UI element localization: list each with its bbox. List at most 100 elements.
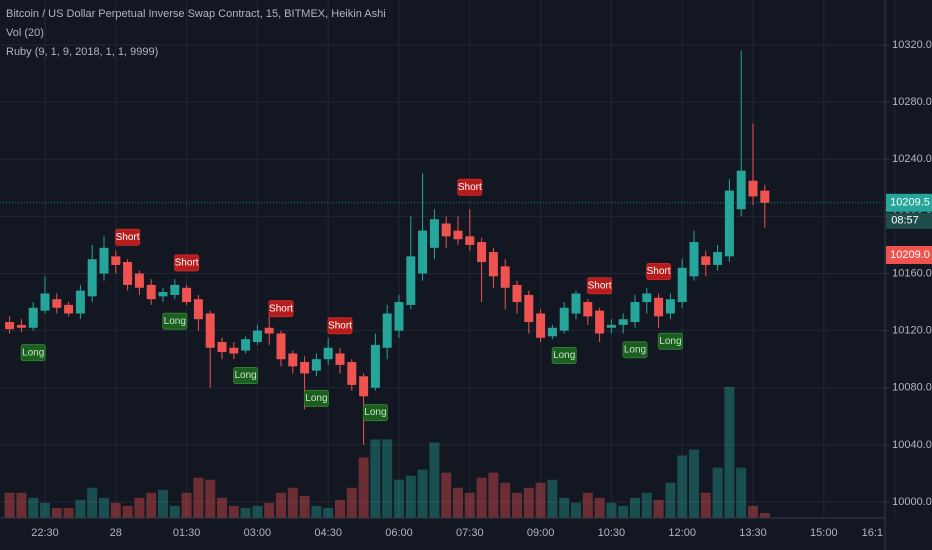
x-tick-label: 09:00 bbox=[527, 527, 555, 539]
volume-bar bbox=[405, 475, 416, 518]
candle-body bbox=[406, 256, 416, 305]
candle-body bbox=[182, 287, 192, 303]
volume-bar bbox=[346, 487, 357, 518]
signal-label: Short bbox=[588, 280, 612, 291]
volume-bar bbox=[594, 497, 605, 518]
volume-bar bbox=[323, 507, 334, 518]
indicator-label: 10209.0 bbox=[890, 249, 930, 261]
volume-bar bbox=[382, 439, 393, 518]
volume-bar bbox=[653, 499, 664, 518]
candle-body bbox=[359, 376, 369, 397]
candle-body bbox=[5, 322, 15, 330]
volume-bar bbox=[311, 505, 322, 518]
candle-body bbox=[394, 302, 404, 331]
candle-body bbox=[170, 284, 180, 295]
candle-body bbox=[606, 324, 616, 328]
volume-bar bbox=[500, 482, 511, 518]
volume-bar bbox=[512, 492, 522, 518]
candle-body bbox=[477, 242, 487, 263]
volume-bar bbox=[240, 507, 251, 518]
volume-bar bbox=[677, 455, 688, 518]
candle-body bbox=[429, 219, 439, 248]
candle-body bbox=[618, 319, 628, 325]
volume-bar bbox=[299, 495, 310, 518]
volume-bar bbox=[630, 497, 640, 518]
candle-body bbox=[193, 299, 203, 320]
volume-bar bbox=[689, 449, 699, 518]
volume-bar bbox=[122, 505, 133, 518]
candle-body bbox=[559, 307, 569, 331]
volume-bar bbox=[63, 507, 74, 518]
volume-bar bbox=[335, 499, 345, 518]
candle-body bbox=[512, 284, 522, 303]
subtitle: Ruby (9, 1, 9, 2018, 1, 1, 9999) bbox=[6, 46, 158, 58]
candle-body bbox=[418, 230, 428, 274]
volume-bar bbox=[51, 507, 62, 518]
volume-bar bbox=[724, 387, 735, 518]
volume-bar bbox=[464, 492, 475, 518]
axes: 10000.010040.010080.010120.010160.010200… bbox=[0, 39, 932, 539]
volume-bar bbox=[252, 505, 263, 518]
candle-body bbox=[40, 293, 50, 311]
volume-bar bbox=[748, 505, 758, 518]
candle-body bbox=[158, 292, 168, 297]
candle-body bbox=[205, 313, 215, 348]
candle-body bbox=[595, 310, 605, 334]
volume-bar bbox=[193, 477, 204, 518]
volume-pane bbox=[4, 387, 770, 518]
volume-bar bbox=[358, 457, 369, 518]
candle-body bbox=[677, 267, 687, 303]
x-tick-label: 01:30 bbox=[173, 527, 201, 539]
volume-bar bbox=[559, 497, 570, 518]
volume-bar bbox=[394, 479, 404, 518]
candle-body bbox=[323, 347, 333, 360]
x-tick-label: 03:00 bbox=[244, 527, 272, 539]
volume-bar bbox=[75, 499, 86, 518]
signal-label: Short bbox=[269, 303, 293, 314]
candle-body bbox=[500, 266, 510, 288]
volume-bar bbox=[712, 467, 723, 518]
candle-body bbox=[701, 256, 711, 265]
candle-body bbox=[16, 324, 26, 328]
candle-body bbox=[654, 297, 664, 317]
candle-body bbox=[382, 313, 392, 348]
candle-body bbox=[288, 353, 298, 367]
signal-box bbox=[174, 254, 200, 272]
volume-bar bbox=[146, 492, 157, 518]
volume-bar bbox=[205, 479, 216, 518]
signal-box bbox=[233, 366, 259, 384]
volume-bar bbox=[28, 497, 39, 518]
candle-body bbox=[571, 293, 581, 314]
volume-bar bbox=[99, 497, 109, 518]
volume-bar bbox=[606, 502, 617, 518]
candle-body bbox=[335, 353, 345, 365]
y-tick-label: 10120.0 bbox=[892, 325, 932, 337]
volume-bar bbox=[571, 502, 581, 518]
volume-bar bbox=[276, 492, 286, 518]
y-tick-label: 10160.0 bbox=[892, 267, 932, 279]
x-tick-label: 16:1 bbox=[862, 527, 883, 539]
candle-body bbox=[311, 359, 321, 371]
y-tick-label: 10320.0 bbox=[892, 39, 932, 51]
volume-bar bbox=[169, 505, 180, 518]
candle-body bbox=[347, 362, 357, 385]
volume-bar bbox=[4, 492, 15, 518]
volume-bar bbox=[370, 439, 381, 518]
signal-box bbox=[657, 332, 683, 350]
volume-bar bbox=[110, 502, 121, 518]
y-tick-label: 10000.0 bbox=[892, 496, 932, 508]
signal-box bbox=[646, 262, 672, 280]
candle-body bbox=[146, 284, 156, 300]
volume-bar bbox=[429, 442, 440, 518]
volume-bar bbox=[759, 512, 770, 518]
countdown-label: 08:57 bbox=[891, 215, 919, 227]
signal-box bbox=[20, 344, 46, 362]
chart-title: Bitcoin / US Dollar Perpetual Inverse Sw… bbox=[6, 8, 386, 20]
candle-body bbox=[665, 299, 675, 314]
candle-body bbox=[252, 330, 262, 343]
volume-bar bbox=[665, 482, 676, 518]
candle-body bbox=[689, 242, 699, 277]
volume-bar bbox=[736, 467, 747, 518]
